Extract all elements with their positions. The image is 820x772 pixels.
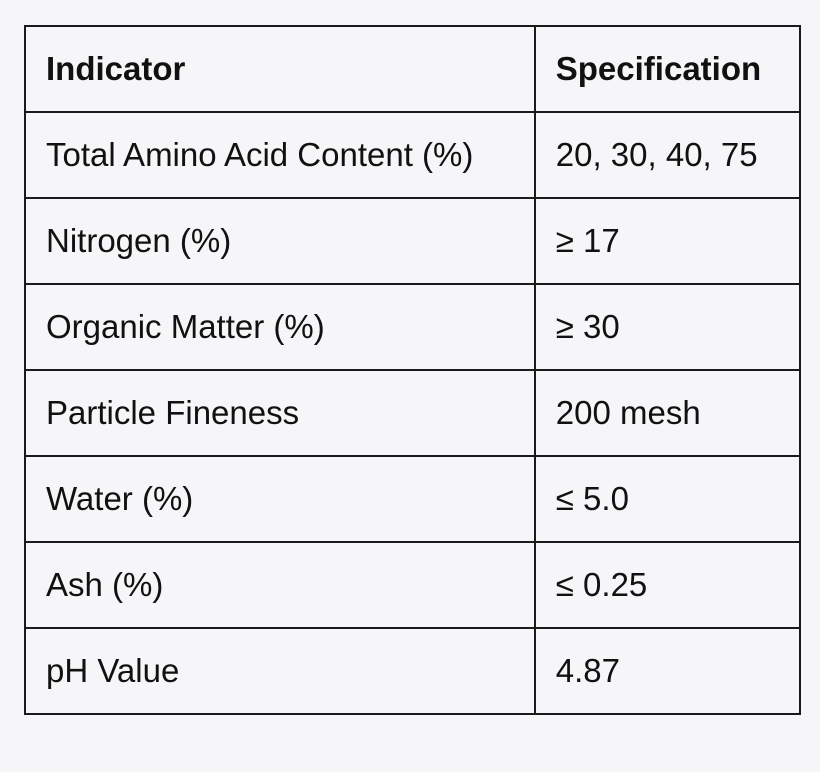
specification-cell: ≥ 30 — [533, 283, 802, 371]
specification-cell: 200 mesh — [533, 369, 802, 457]
table-row: Water (%) ≤ 5.0 — [24, 455, 802, 543]
indicator-cell: Organic Matter (%) — [24, 283, 536, 371]
table-row: pH Value 4.87 — [24, 627, 802, 715]
indicator-cell: Particle Fineness — [24, 369, 536, 457]
header-specification: Specification — [533, 25, 802, 113]
specification-cell: ≤ 0.25 — [533, 541, 802, 629]
indicator-cell: Nitrogen (%) — [24, 197, 536, 285]
specification-cell: 20, 30, 40, 75 — [533, 111, 802, 199]
indicator-cell: Ash (%) — [24, 541, 536, 629]
specification-cell: 4.87 — [533, 627, 802, 715]
table-row: Organic Matter (%) ≥ 30 — [24, 283, 802, 371]
specification-cell: ≥ 17 — [533, 197, 802, 285]
table-row: Ash (%) ≤ 0.25 — [24, 541, 802, 629]
table-header-row: Indicator Specification — [24, 25, 802, 113]
table-row: Total Amino Acid Content (%) 20, 30, 40,… — [24, 111, 802, 199]
indicator-cell: Water (%) — [24, 455, 536, 543]
specification-table: Indicator Specification Total Amino Acid… — [24, 25, 802, 715]
table-row: Particle Fineness 200 mesh — [24, 369, 802, 457]
table-row: Nitrogen (%) ≥ 17 — [24, 197, 802, 285]
indicator-cell: pH Value — [24, 627, 536, 715]
specification-cell: ≤ 5.0 — [533, 455, 802, 543]
indicator-cell: Total Amino Acid Content (%) — [24, 111, 536, 199]
header-indicator: Indicator — [24, 25, 536, 113]
